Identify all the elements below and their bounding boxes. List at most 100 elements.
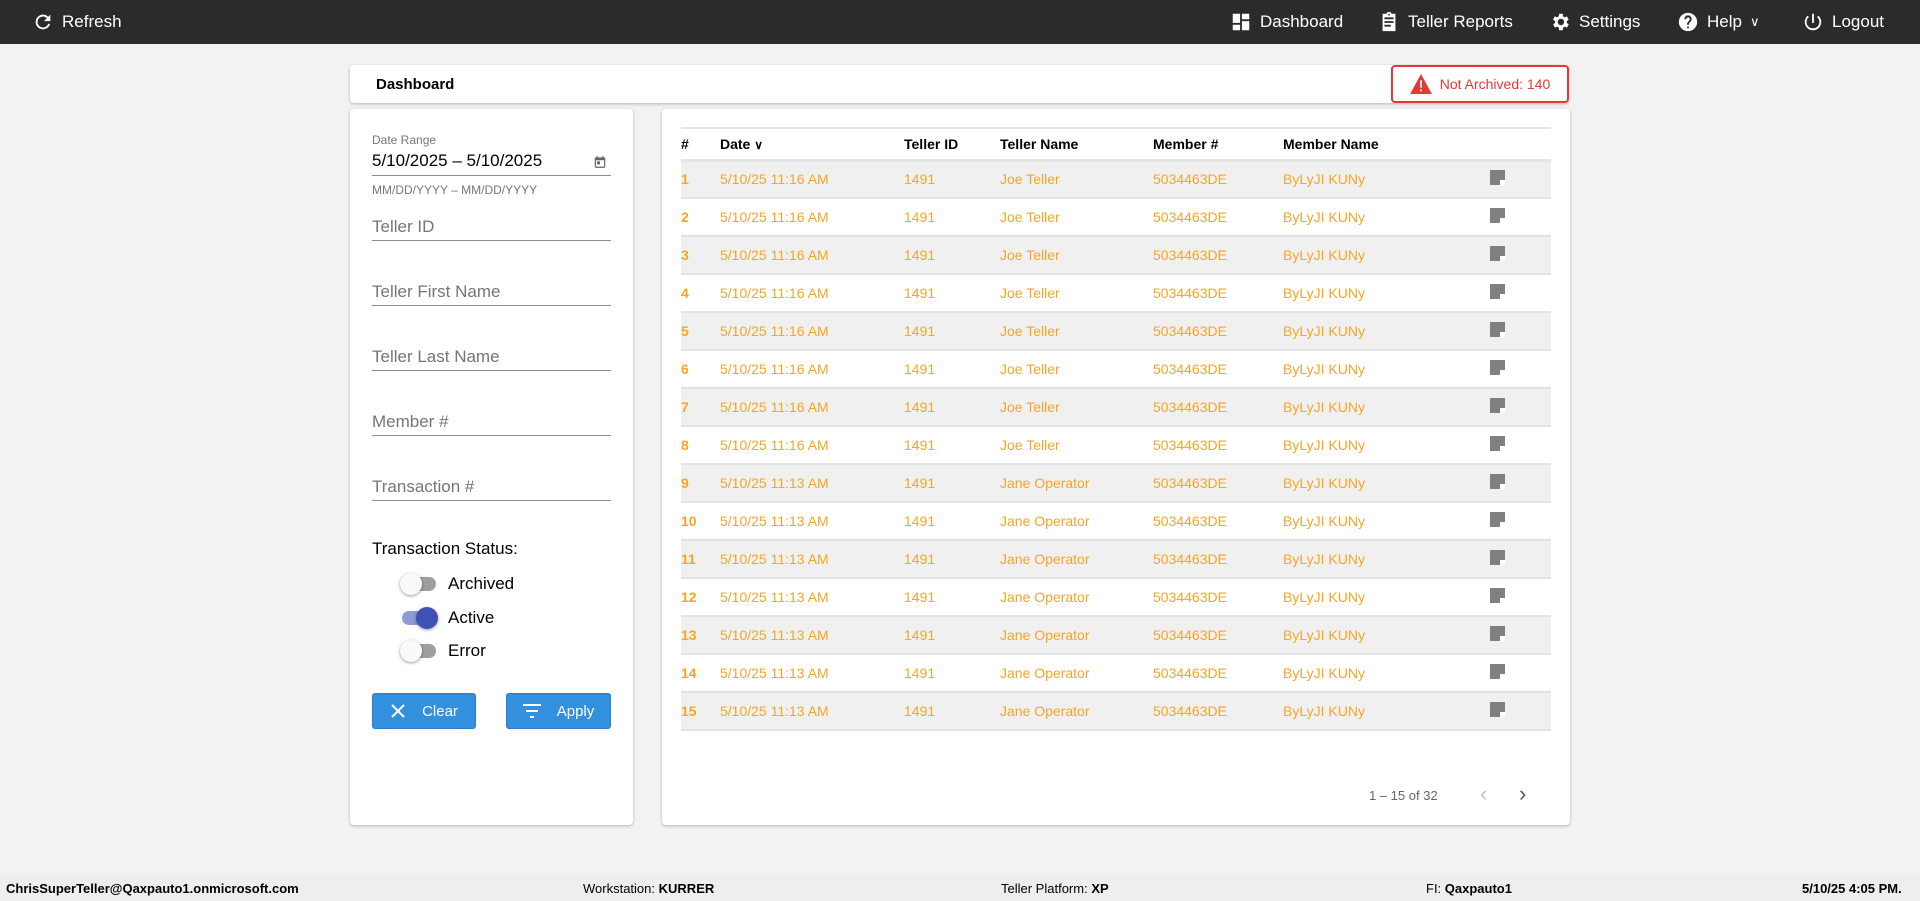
row-member-name: ByLyJI KUNy: [1283, 551, 1365, 567]
row-teller-id: 1491: [904, 209, 936, 225]
pagination-range: 1 – 15 of 32: [1369, 788, 1438, 803]
gear-icon: [1553, 13, 1569, 31]
note-icon[interactable]: [1490, 246, 1505, 261]
note-icon[interactable]: [1490, 702, 1505, 717]
row-date: 5/10/25 11:13 AM: [720, 589, 829, 605]
note-icon[interactable]: [1490, 322, 1505, 337]
member-number-input[interactable]: Member #: [372, 412, 611, 440]
row-actions: [1483, 654, 1551, 692]
row-date: 5/10/25 11:13 AM: [720, 475, 829, 491]
row-actions: [1483, 692, 1551, 730]
clear-button[interactable]: Clear: [372, 693, 476, 729]
row-date: 5/10/25 11:16 AM: [720, 437, 829, 453]
row-teller-id: 1491: [904, 437, 936, 453]
nav-dashboard[interactable]: Dashboard: [1230, 0, 1343, 44]
row-member-number: 5034463DE: [1153, 247, 1227, 263]
row-member-name: ByLyJI KUNy: [1283, 513, 1365, 529]
power-icon: [1804, 13, 1822, 31]
row-actions: [1483, 540, 1551, 578]
note-icon[interactable]: [1490, 512, 1505, 527]
teller-last-name-input[interactable]: Teller Last Name: [372, 347, 611, 375]
nav-settings[interactable]: Settings: [1549, 0, 1640, 44]
row-teller-name: Joe Teller: [1000, 323, 1060, 339]
first-name-placeholder: Teller First Name: [372, 282, 501, 301]
col-header-teller-name[interactable]: Teller Name: [1000, 135, 1079, 152]
col-header-number[interactable]: #: [681, 135, 689, 152]
footer-fi: FI: Qaxpauto1: [1426, 881, 1512, 896]
transactions-panel: # Date ∨ Teller ID Teller Name Member # …: [662, 109, 1570, 825]
toggle-error[interactable]: Error: [400, 640, 486, 662]
table-row[interactable]: 3 5/10/25 11:16 AM 1491 Joe Teller 5034463DE…: [681, 236, 1551, 274]
note-icon[interactable]: [1490, 170, 1505, 186]
dashboard-icon: [1232, 13, 1250, 31]
table-row[interactable]: 14 5/10/25 11:13 AM 1491 Jane Operator 50344…: [681, 654, 1551, 692]
prev-page-chevron-icon[interactable]: ‹: [1480, 781, 1488, 806]
note-icon[interactable]: [1490, 474, 1505, 489]
nav-help[interactable]: Help ∨: [1677, 0, 1759, 44]
table-row[interactable]: 13 5/10/25 11:13 AM 1491 Jane Operator 50344…: [681, 616, 1551, 654]
note-icon[interactable]: [1490, 588, 1505, 603]
chevron-down-icon: ∨: [1749, 14, 1760, 29]
teller-first-name-input[interactable]: Teller First Name: [372, 282, 611, 310]
row-date: 5/10/25 11:13 AM: [720, 551, 829, 567]
row-number: 6: [681, 361, 689, 377]
row-member-number: 5034463DE: [1153, 323, 1227, 339]
date-range-label: Date Range: [372, 133, 437, 147]
note-icon[interactable]: [1490, 436, 1505, 451]
calendar-icon[interactable]: [593, 155, 607, 169]
row-number: 8: [681, 437, 689, 453]
table-row[interactable]: 15 5/10/25 11:13 AM 1491 Jane Operator 50344…: [681, 692, 1551, 730]
row-teller-name: Jane Operator: [1000, 551, 1090, 567]
table-row[interactable]: 4 5/10/25 11:16 AM 1491 Joe Teller 5034463DE…: [681, 274, 1551, 312]
row-teller-name: Jane Operator: [1000, 703, 1090, 719]
row-actions: [1483, 578, 1551, 616]
table-row[interactable]: 1 5/10/25 11:16 AM 1491 Joe Teller 5034463DE…: [681, 160, 1551, 198]
table-row[interactable]: 12 5/10/25 11:13 AM 1491 Jane Operator 50344…: [681, 578, 1551, 616]
table-row[interactable]: 9 5/10/25 11:13 AM 1491 Jane Operator 503446…: [681, 464, 1551, 502]
col-header-teller-id[interactable]: Teller ID: [904, 135, 959, 152]
col-header-member-number[interactable]: Member #: [1153, 135, 1219, 152]
teller-id-input[interactable]: Teller ID: [372, 217, 611, 245]
row-number: 5: [681, 323, 689, 339]
table-row[interactable]: 5 5/10/25 11:16 AM 1491 Joe Teller 5034463DE…: [681, 312, 1551, 350]
close-icon: [391, 704, 405, 718]
toggle-label: Error: [448, 641, 486, 660]
nav-teller-reports[interactable]: Teller Reports: [1378, 0, 1513, 44]
apply-label: Apply: [556, 702, 595, 720]
table-row[interactable]: 6 5/10/25 11:16 AM 1491 Joe Teller 5034463DE…: [681, 350, 1551, 388]
table-row[interactable]: 8 5/10/25 11:16 AM 1491 Joe Teller 5034463DE…: [681, 426, 1551, 464]
note-icon[interactable]: [1490, 626, 1505, 641]
row-teller-name: Joe Teller: [1000, 171, 1060, 188]
row-member-number: 5034463DE: [1153, 627, 1227, 643]
col-header-member-name[interactable]: Member Name: [1283, 135, 1379, 152]
row-member-number: 5034463DE: [1153, 285, 1227, 301]
transaction-number-input[interactable]: Transaction #: [372, 477, 611, 505]
toggle-active[interactable]: Active: [402, 607, 494, 629]
date-range-field[interactable]: Date Range 5/10/2025 – 5/10/2025 MM/DD/Y…: [372, 133, 611, 197]
note-icon[interactable]: [1490, 550, 1505, 565]
note-icon[interactable]: [1490, 360, 1505, 375]
note-icon[interactable]: [1490, 208, 1505, 223]
row-number: 7: [681, 399, 689, 415]
nav-label: Teller Reports: [1408, 12, 1513, 31]
badge-text: Not Archived: 140: [1439, 76, 1551, 92]
toggle-archived[interactable]: Archived: [400, 573, 514, 595]
refresh-button[interactable]: Refresh: [32, 0, 122, 44]
table-row[interactable]: 10 5/10/25 11:13 AM 1491 Jane Operator 50344…: [681, 502, 1551, 540]
col-header-date[interactable]: Date ∨: [720, 128, 904, 160]
row-date: 5/10/25 11:13 AM: [720, 703, 829, 719]
table-row[interactable]: 11 5/10/25 11:13 AM 1491 Jane Operator 50344…: [681, 540, 1551, 578]
note-icon[interactable]: [1490, 664, 1505, 679]
table-row[interactable]: 7 5/10/25 11:16 AM 1491 Joe Teller 5034463DE…: [681, 388, 1551, 426]
row-actions: [1483, 350, 1551, 388]
note-icon[interactable]: [1490, 284, 1505, 299]
not-archived-badge[interactable]: Not Archived: 140: [1391, 65, 1569, 103]
next-page-chevron-icon[interactable]: ›: [1519, 781, 1527, 806]
nav-logout[interactable]: Logout: [1802, 0, 1884, 44]
row-member-number: 5034463DE: [1153, 437, 1227, 453]
table-row[interactable]: 2 5/10/25 11:16 AM 1491 Joe Teller 5034463DE…: [681, 198, 1551, 236]
date-range-value[interactable]: 5/10/2025 – 5/10/2025: [372, 151, 543, 170]
apply-button[interactable]: Apply: [506, 693, 611, 729]
date-header-label: Date: [720, 135, 751, 152]
note-icon[interactable]: [1490, 398, 1505, 413]
